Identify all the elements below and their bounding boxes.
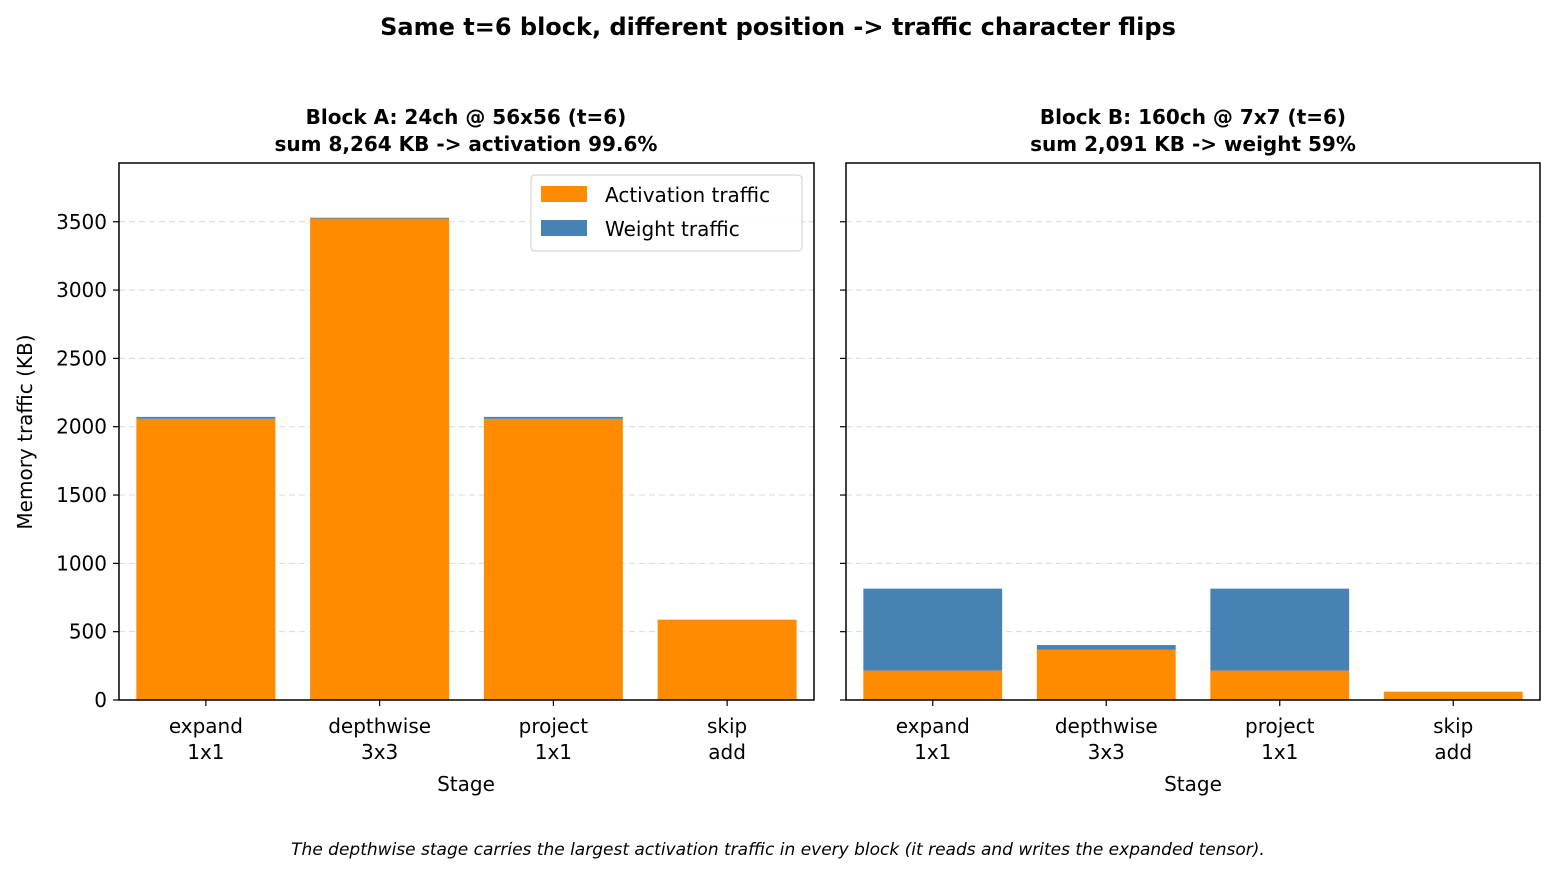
panel-b-gridlines xyxy=(846,221,1540,633)
x-tick-label-b-3-1: add xyxy=(1434,740,1472,764)
bar-activation-skip xyxy=(657,619,797,700)
panel-block-b: Block B: 160ch @ 7x7 (t=6) sum 2,091 KB … xyxy=(840,105,1541,796)
y-tick-label: 500 xyxy=(69,620,107,644)
bar-activation-depthwise xyxy=(1036,649,1176,700)
x-tick-label-b-3-0: skip xyxy=(1433,714,1473,738)
bar-activation-expand xyxy=(136,418,276,700)
panel-b-y-ticks xyxy=(840,221,846,701)
bar-weight-expand xyxy=(136,416,276,419)
panel-a-y-ticks: 0 500 1000 1500 2000 2500 3000 3500 xyxy=(56,210,119,712)
x-tick-label-a-2-0: project xyxy=(519,714,589,738)
x-tick-label-a-3-0: skip xyxy=(707,714,747,738)
panel-b-frame xyxy=(845,162,1541,701)
panel-a-title-line2: sum 8,264 KB -> activation 99.6% xyxy=(275,132,658,156)
legend-box xyxy=(530,174,803,252)
legend-swatch-activation xyxy=(541,186,587,202)
y-tick-label: 2000 xyxy=(56,415,107,439)
x-tick-label-b-2-1: 1x1 xyxy=(1261,740,1298,764)
legend: Activation traffic Weight traffic xyxy=(530,174,803,252)
x-tick-label-b-1-1: 3x3 xyxy=(1088,740,1125,764)
x-tick-label-a-1-0: depthwise xyxy=(328,714,431,738)
x-tick-label-a-1-1: 3x3 xyxy=(361,740,398,764)
panel-a-bars xyxy=(136,217,797,701)
x-tick-label-a-3-1: add xyxy=(708,740,746,764)
x-tick-label-a-0-1: 1x1 xyxy=(187,740,224,764)
panel-block-a: Block A: 24ch @ 56x56 (t=6) sum 8,264 KB… xyxy=(13,105,815,796)
panel-b-x-axis-label: Stage xyxy=(1164,772,1222,796)
bar-weight-depthwise xyxy=(310,217,450,219)
y-tick-label: 1000 xyxy=(56,551,107,575)
x-tick-label-b-1-0: depthwise xyxy=(1055,714,1158,738)
panel-b-title-line2: sum 2,091 KB -> weight 59% xyxy=(1030,132,1356,156)
panel-a-title-line1: Block A: 24ch @ 56x56 (t=6) xyxy=(306,105,627,129)
bar-activation-project xyxy=(1210,670,1350,700)
bar-activation-project xyxy=(483,418,623,700)
y-tick-label: 1500 xyxy=(56,483,107,507)
bar-weight-project xyxy=(1210,588,1350,671)
legend-label-activation: Activation traffic xyxy=(605,183,770,207)
panel-a-x-axis-label: Stage xyxy=(437,772,495,796)
bar-weight-project xyxy=(483,416,623,419)
bar-activation-depthwise xyxy=(310,217,450,701)
y-tick-label: 3500 xyxy=(56,210,107,234)
bar-weight-depthwise xyxy=(1036,645,1176,650)
legend-label-weight: Weight traffic xyxy=(605,217,740,241)
x-tick-label-b-2-0: project xyxy=(1245,714,1315,738)
bar-activation-expand xyxy=(863,670,1003,700)
figure-footnote: The depthwise stage carries the largest … xyxy=(291,840,1265,860)
x-tick-label-a-2-1: 1x1 xyxy=(535,740,572,764)
x-tick-label-b-0-1: 1x1 xyxy=(914,740,951,764)
y-axis-label: Memory traffic (KB) xyxy=(13,334,37,529)
legend-swatch-weight xyxy=(541,220,587,236)
panel-b-bars xyxy=(863,588,1523,700)
x-tick-label-a-0-0: expand xyxy=(169,714,243,738)
bar-weight-expand xyxy=(863,588,1003,671)
bar-activation-skip xyxy=(1383,691,1523,700)
y-tick-label: 3000 xyxy=(56,278,107,302)
y-tick-label: 2500 xyxy=(56,346,107,370)
panel-a-frame xyxy=(118,162,815,701)
y-tick-label: 0 xyxy=(94,688,107,712)
figure-suptitle: Same t=6 block, different position -> tr… xyxy=(380,13,1176,41)
panel-b-title-line1: Block B: 160ch @ 7x7 (t=6) xyxy=(1040,105,1346,129)
x-tick-label-b-0-0: expand xyxy=(896,714,970,738)
